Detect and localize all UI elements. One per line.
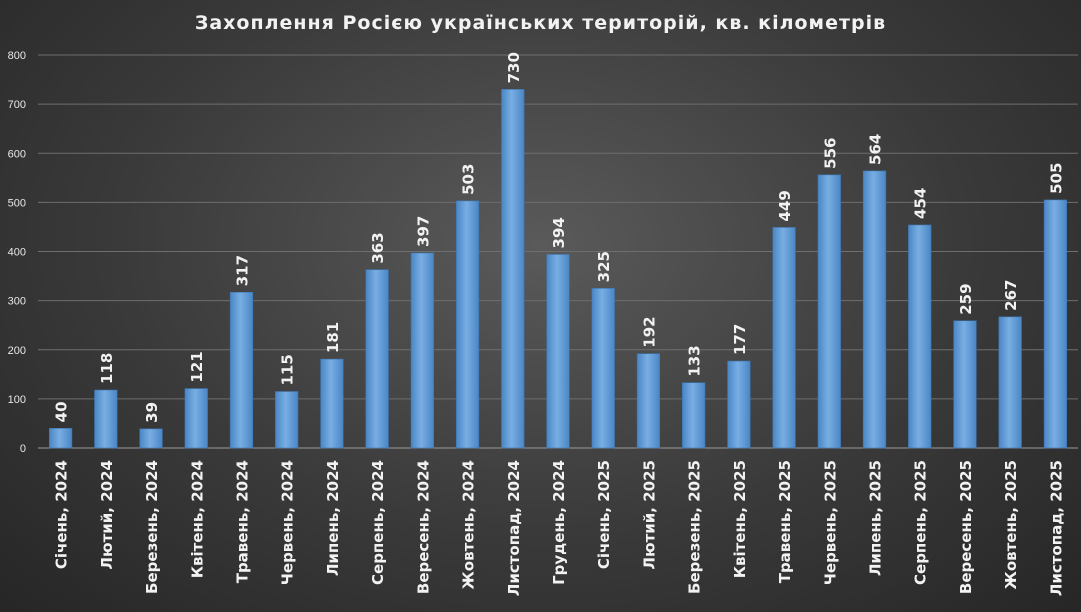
x-tick-label: Липень, 2025 [867,460,885,576]
bar [501,89,525,449]
bar [275,391,299,449]
data-label: 40 [53,401,71,422]
data-label: 454 [912,188,930,219]
data-label: 503 [460,164,478,195]
bar [410,252,434,449]
bar [817,174,841,449]
data-label: 397 [414,216,432,247]
data-label: 118 [98,353,116,384]
y-tick-label: 700 [8,99,26,111]
bar [727,360,751,449]
data-label: 133 [686,345,704,376]
x-tick-label: Листопад, 2025 [1047,460,1065,596]
data-label: 181 [324,322,342,353]
y-tick-label: 300 [8,296,26,308]
data-label: 267 [1002,280,1020,311]
data-label: 192 [640,316,658,347]
y-tick-label: 0 [20,443,26,455]
bar [862,170,887,449]
data-label: 39 [143,402,161,423]
x-tick-label: Червень, 2025 [821,460,839,585]
y-tick-label: 500 [8,197,26,209]
chart-title: Захоплення Росією українських територій,… [194,12,887,34]
y-tick-label: 200 [8,345,26,357]
x-tick-label: Серпень, 2024 [369,460,387,585]
bar [139,428,163,449]
bar [908,224,932,449]
data-label: 449 [776,190,794,221]
x-tick-label: Листопад, 2024 [505,460,523,596]
y-axis: 0 100 200 300 400 500 600 700 800 [8,50,26,455]
bar [94,389,118,449]
bar [998,316,1022,449]
x-tick-label: Вересень, 2024 [414,460,432,594]
data-label: 394 [550,217,568,248]
data-label: 121 [188,351,206,382]
x-tick-label: Лютий, 2024 [98,460,116,569]
bars [49,89,1067,449]
x-tick-label: Березень, 2025 [686,460,704,594]
x-tick-label: Червень, 2024 [279,460,297,585]
data-label: 564 [867,134,885,165]
bar [953,320,977,449]
data-label: 115 [279,354,297,385]
data-label: 730 [505,52,523,83]
bar [682,382,706,449]
x-axis: Січень, 2024 Лютий, 2024 Березень, 2024 Кві… [53,460,1066,596]
bar [455,200,480,449]
y-tick-label: 600 [8,148,26,160]
bar [184,388,208,449]
bar [229,291,254,449]
bar [772,227,796,449]
x-tick-label: Жовтень, 2025 [1002,460,1020,590]
bar [591,288,615,449]
x-tick-label: Квітень, 2025 [731,460,749,578]
bar [546,254,570,449]
data-label: 317 [233,255,251,286]
x-tick-label: Січень, 2025 [595,460,613,569]
bar [365,269,389,449]
x-tick-label: Травень, 2024 [233,460,251,583]
x-tick-label: Квітень, 2024 [188,460,206,578]
bar [49,428,73,449]
x-tick-label: Жовтень, 2024 [460,460,478,590]
x-tick-label: Серпень, 2025 [912,460,930,585]
bar [1043,199,1067,449]
data-labels: 40 118 39 121 317 115 181 363 397 503 730 394 325 192… [53,52,1066,423]
x-tick-label: Березень, 2024 [143,460,161,594]
x-tick-label: Лютий, 2025 [640,460,658,569]
data-label: 363 [369,232,387,263]
data-label: 259 [957,283,975,314]
x-tick-label: Січень, 2024 [53,460,71,569]
bar [636,353,661,449]
x-tick-label: Вересень, 2025 [957,460,975,594]
y-tick-label: 400 [8,247,26,259]
x-tick-label: Травень, 2025 [776,460,794,583]
x-tick-label: Липень, 2024 [324,460,342,576]
data-label: 177 [731,324,749,355]
data-label: 505 [1047,163,1065,194]
y-tick-label: 100 [8,394,26,406]
data-label: 556 [821,138,839,169]
bar [320,358,344,449]
data-label: 325 [595,251,613,282]
y-tick-label: 800 [8,50,26,62]
x-tick-label: Грудень, 2024 [550,460,568,585]
